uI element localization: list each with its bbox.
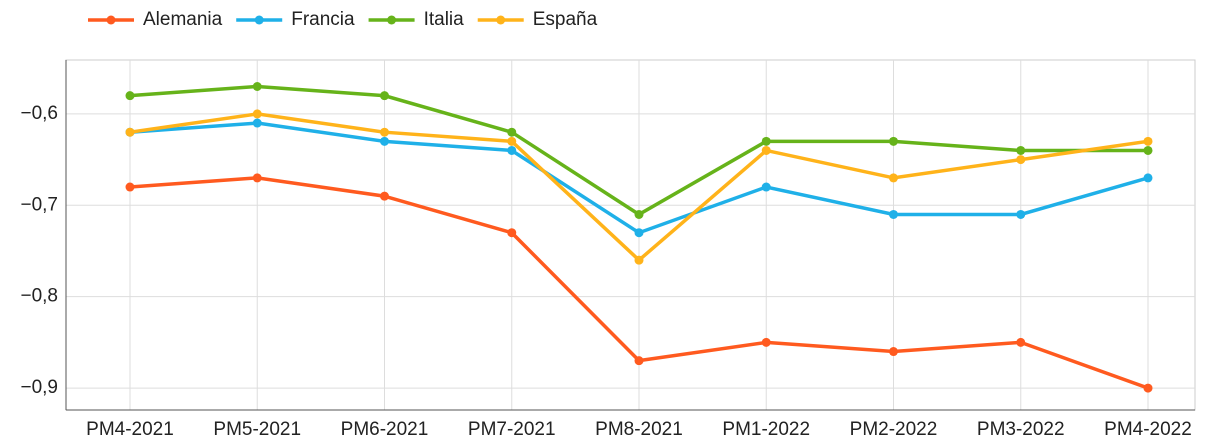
data-point [507,136,517,146]
data-point [125,127,135,137]
data-point [889,209,898,219]
data-point [252,118,262,128]
legend-dot [254,15,264,25]
legend-dot [496,15,506,25]
data-point [380,91,389,101]
data-point [1143,173,1153,183]
data-point [634,209,644,219]
x-tick-label: PM1-2022 [722,419,810,440]
data-point [1143,383,1153,393]
data-point [380,191,389,201]
legend-label: Italia [424,9,465,30]
data-point [889,347,898,357]
data-point [889,136,898,146]
y-tick-label: −0,9 [20,377,58,398]
data-point [507,145,517,155]
data-point [889,173,898,183]
x-tick-label: PM4-2021 [86,419,174,440]
x-tick-label: PM8-2021 [595,419,683,440]
data-point [1016,209,1026,219]
data-point [1016,145,1026,155]
legend-dot [387,15,397,25]
data-point [380,136,389,146]
data-point [1143,136,1153,146]
x-tick-label: PM2-2022 [850,419,938,440]
plot-frame [65,59,1196,411]
legend-label: Francia [291,9,355,30]
data-point [761,145,771,155]
data-point [1143,145,1153,155]
data-point [1016,155,1026,165]
x-tick-label: PM5-2021 [213,419,301,440]
data-point [507,228,517,238]
data-point [761,182,771,192]
data-point [507,127,517,137]
legend-dot [106,15,116,25]
data-point [125,91,135,101]
y-tick-label: −0,7 [20,194,58,215]
x-tick-label: PM4-2022 [1104,419,1192,440]
data-point [634,356,644,366]
data-point [125,182,135,192]
x-tick-label: PM7-2021 [468,419,556,440]
data-point [252,109,262,119]
data-point [761,337,771,347]
data-point [634,228,644,238]
data-point [380,127,389,137]
legend-label: España [533,9,598,30]
x-tick-label: PM3-2022 [977,419,1065,440]
data-point [1016,337,1026,347]
x-tick-label: PM6-2021 [341,419,429,440]
legend-label: Alemania [143,9,223,30]
data-point [634,255,644,265]
y-tick-label: −0,6 [20,103,58,124]
y-tick-label: −0,8 [20,286,58,307]
data-point [761,136,771,146]
data-point [252,173,262,183]
data-point [252,82,262,92]
